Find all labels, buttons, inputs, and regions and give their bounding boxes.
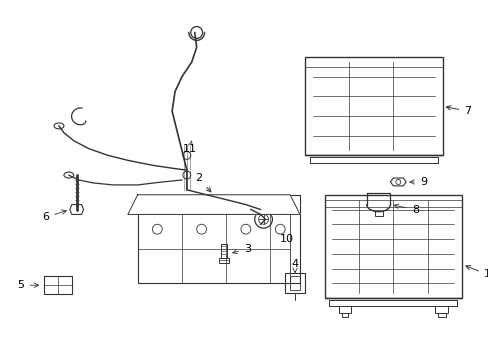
Circle shape bbox=[395, 180, 400, 184]
Text: 2: 2 bbox=[195, 173, 210, 192]
Circle shape bbox=[196, 224, 206, 234]
Bar bbox=[374, 211, 382, 216]
Bar bbox=[324, 195, 461, 298]
Circle shape bbox=[152, 224, 162, 234]
Bar bbox=[304, 57, 442, 156]
Bar bbox=[289, 276, 299, 290]
Bar bbox=[221, 244, 227, 258]
Text: 3: 3 bbox=[232, 244, 250, 254]
Polygon shape bbox=[389, 178, 406, 186]
Circle shape bbox=[183, 152, 190, 159]
Ellipse shape bbox=[64, 172, 74, 178]
Text: 11: 11 bbox=[183, 141, 196, 153]
Polygon shape bbox=[127, 195, 299, 215]
Circle shape bbox=[254, 211, 272, 228]
Ellipse shape bbox=[54, 123, 64, 129]
Text: 8: 8 bbox=[393, 204, 418, 215]
Circle shape bbox=[241, 224, 250, 234]
Polygon shape bbox=[70, 204, 83, 215]
Text: 1: 1 bbox=[465, 266, 488, 279]
Bar bbox=[285, 274, 304, 293]
Circle shape bbox=[190, 27, 202, 39]
Bar bbox=[219, 258, 229, 262]
Text: 9: 9 bbox=[409, 177, 426, 187]
Text: 10: 10 bbox=[280, 234, 294, 244]
Circle shape bbox=[183, 171, 190, 179]
Text: 6: 6 bbox=[42, 210, 66, 222]
Text: 5: 5 bbox=[18, 280, 39, 290]
Bar bbox=[138, 195, 299, 283]
Text: 4: 4 bbox=[291, 259, 298, 273]
Circle shape bbox=[275, 224, 285, 234]
Bar bbox=[44, 276, 72, 294]
Text: 7: 7 bbox=[446, 105, 470, 116]
Bar bbox=[437, 313, 445, 317]
Circle shape bbox=[258, 215, 268, 224]
Bar bbox=[339, 306, 350, 313]
Bar bbox=[434, 306, 447, 313]
Bar bbox=[342, 313, 347, 317]
